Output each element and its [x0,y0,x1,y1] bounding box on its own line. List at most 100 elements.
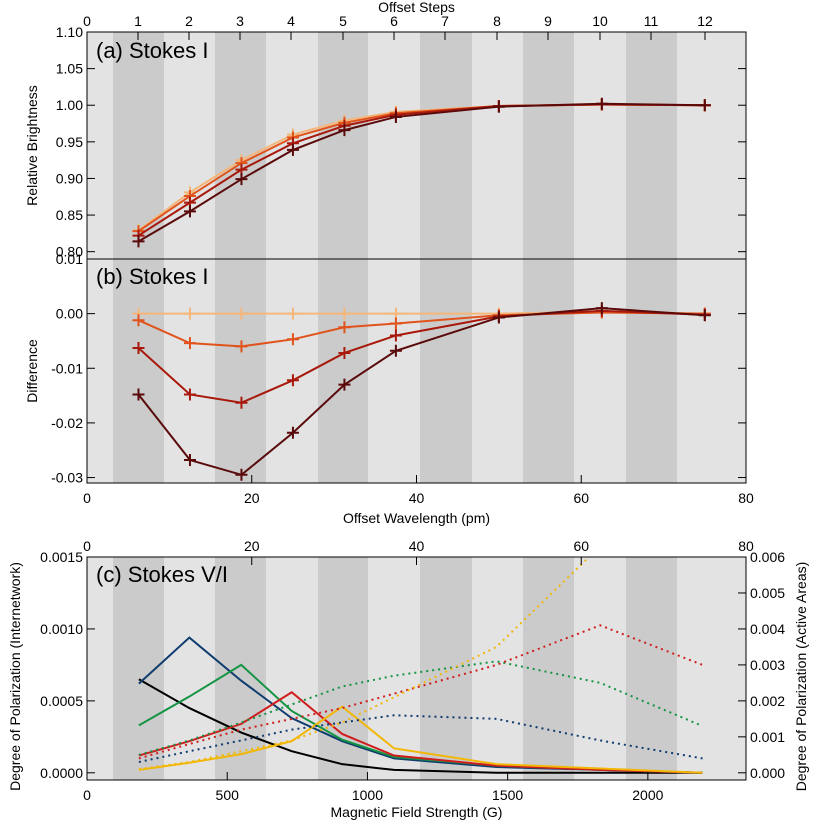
panel-a-band-4 [523,32,574,259]
panel-c-band-2 [318,557,368,780]
panel-c-xtick-label-4: 2000 [632,787,663,803]
panel-b-xlabel: Offset Wavelength (pm) [343,510,490,526]
panel-b-xtick-label-0: 0 [83,490,91,506]
panel-b-series-0-point-3 [286,307,299,320]
panel-a-ytick-label-0: 0.80 [56,244,83,260]
panel-b-series-3-point-4 [338,378,351,391]
panel-b-series-1-point-3 [286,333,299,346]
panel-b-title: (b) Stokes I [96,264,208,289]
panel-a-series-3-point-8 [698,99,711,112]
panel-c-y2tick-label-5: 0.005 [750,585,785,601]
panel-a-band-0 [113,32,164,259]
panel-b-ylabel: Difference [24,339,40,403]
panel-c-band-5 [626,557,677,780]
panel-a-series-3-point-0 [132,235,145,248]
panel-a-ytick-label-5: 1.05 [56,61,83,77]
panel-b-series-3-point-6 [492,311,505,324]
panel-b-series-0-point-1 [183,307,196,320]
panel-c-y2tick-label-6: 0.006 [750,549,785,565]
panel-a-top-tick-label-4: 4 [287,13,295,29]
panel-a-top-tick-label-0: 0 [83,13,91,29]
panel-a-top-tick-label-8: 8 [493,13,501,29]
panel-c-ylabel: Degree of Polarization (Internetwork) [7,562,23,791]
panel-c-ytick-label-0: 0.0000 [40,765,83,781]
panel-b-series-3-point-5 [389,344,402,357]
panel-c-band-1 [215,557,266,780]
panel-a-ytick-label-1: 0.85 [56,207,83,223]
panel-b-series-1-point-5 [389,317,402,330]
panel-c-series-5-line [138,714,703,763]
panel-b-series-1-point-4 [338,321,351,334]
panel-c-ytick-label-1: 0.0005 [40,693,83,709]
panel-c-y2label: Degree of Polarization (Active Areas) [793,562,809,792]
panel-b-series-2-point-1 [183,388,196,401]
panel-c-y2tick-label-3: 0.003 [750,657,785,673]
panel-a-ytick-label-2: 0.90 [56,170,83,186]
panel-c-top-tick-label-0: 0 [83,538,91,554]
panel-a-top-tick-label-6: 6 [390,13,398,29]
panel-a-top-tick-label-2: 2 [185,13,193,29]
panel-a-series-3-point-4 [338,124,351,137]
panel-c-series-4-line [138,705,703,774]
panel-a-top-tick-label-11: 11 [644,13,659,29]
panel-b-xtick-label-3: 60 [573,490,589,506]
panel-c-y2tick-label-0: 0.000 [750,765,785,781]
panel-b-series-3-point-1 [183,454,196,467]
panel-c-series-3-line [138,691,703,774]
panel-b-xtick-label-2: 40 [409,490,425,506]
panel-a-series-3-point-6 [492,100,505,113]
panel-c-ytick-label-3: 0.0015 [40,549,83,565]
panel-c-xtick-label-1: 500 [216,787,240,803]
panel-b-band-0 [113,259,164,483]
panel-c-ytick-label-2: 0.0010 [40,621,83,637]
panel-c-y2tick-label-1: 0.001 [750,729,785,745]
panel-a-band-1 [215,32,266,259]
panel-c-series-0-line [138,678,703,774]
panel-b-ytick-label-2: -0.01 [51,360,83,376]
panel-a-top-tick-label-10: 10 [592,13,608,29]
panel-b-ytick-label-3: -0.02 [51,415,83,431]
panel-b-ytick-label-1: 0.00 [56,306,83,322]
panel-c-xtick-label-2: 1000 [352,787,383,803]
panel-a-series-3-point-1 [183,205,196,218]
panel-a-top-tick-label-1: 1 [134,13,142,29]
panel-b-series-2-point-0 [132,342,145,355]
panel-c-y2tick-label-4: 0.004 [750,621,785,637]
panel-a-series-3-point-7 [595,97,608,110]
panel-c-y2tick-label-2: 0.002 [750,693,785,709]
panel-b-series-2-point-2 [235,396,248,409]
panel-a-ytick-label-6: 1.10 [56,24,83,40]
panel-b-series-0-point-4 [338,307,351,320]
panel-b-series-1-point-2 [235,340,248,353]
panel-a-series-3-point-2 [235,173,248,186]
panel-b-series-2-point-3 [286,374,299,387]
panel-b-band-1 [215,259,266,483]
panel-b-band-2 [318,259,368,483]
panel-b-ytick-label-0: 0.01 [56,251,83,267]
panel-a-ytick-label-3: 0.95 [56,134,83,150]
panel-a-top-axis-label: Offset Steps [378,0,455,15]
panel-c-top-tick-label-1: 20 [244,538,260,554]
panel-a-series-3-point-3 [286,143,299,156]
panel-c-band-4 [523,557,574,780]
panel-b-series-1-point-0 [132,314,145,327]
panel-a-title: (a) Stokes I [96,38,208,63]
panel-a-ylabel: Relative Brightness [24,85,40,206]
panel-a-band-3 [420,32,472,259]
panel-b-series-2-point-4 [338,346,351,359]
panel-a-top-tick-label-3: 3 [236,13,244,29]
panel-a-series-3-point-5 [389,110,402,123]
panel-a-top-tick-label-7: 7 [441,13,449,29]
panel-b-series-2-point-5 [389,329,402,342]
panel-b-xtick-label-1: 20 [244,490,260,506]
panel-b-series-3-point-7 [595,302,608,315]
panel-c-top-tick-label-4: 80 [738,538,754,554]
panel-c-title: (c) Stokes V/I [96,562,228,587]
panel-b-series-0-point-2 [235,307,248,320]
panel-b-series-3-point-0 [132,388,145,401]
panel-b-band-5 [626,259,677,483]
panel-b-ytick-label-4: -0.03 [51,470,83,486]
panel-b-band-4 [523,259,574,483]
panel-c-xlabel: Magnetic Field Strength (G) [331,804,503,820]
panel-b-series-3-point-3 [286,426,299,439]
